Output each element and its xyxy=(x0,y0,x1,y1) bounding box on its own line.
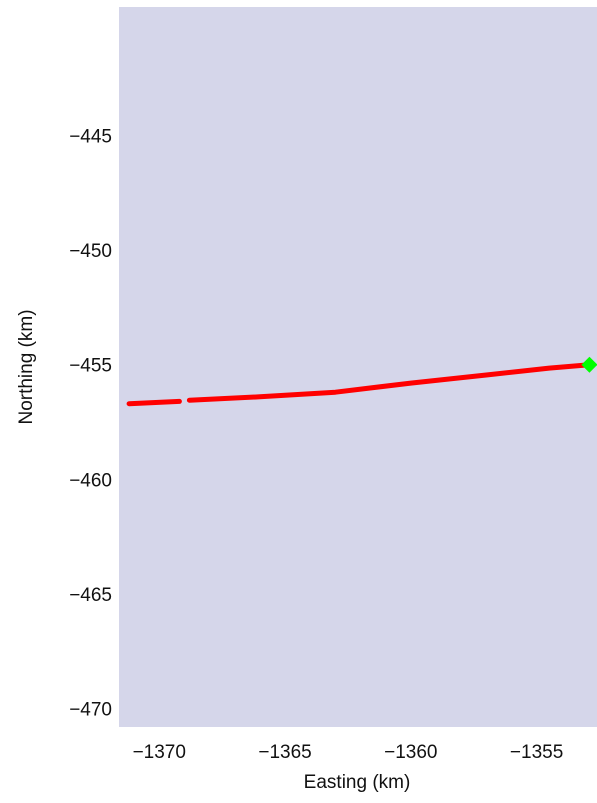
y-tick-label: −465 xyxy=(69,585,112,606)
y-axis-label: Northing (km) xyxy=(16,309,37,424)
endpoint-marker xyxy=(581,356,597,373)
y-axis-ticks: −445 −450 −455 −460 −465 −470 xyxy=(69,126,112,720)
y-tick-label: −455 xyxy=(69,356,112,377)
y-tick-label: −470 xyxy=(69,700,112,721)
x-axis-ticks: −1370 −1365 −1360 −1355 xyxy=(133,742,564,763)
map-image-background xyxy=(119,7,597,727)
y-tick-label: −460 xyxy=(69,470,112,491)
marker-layer xyxy=(581,356,597,373)
x-tick-label: −1355 xyxy=(510,742,563,763)
x-tick-label: −1365 xyxy=(258,742,311,763)
y-tick-label: −445 xyxy=(69,126,112,147)
x-axis-label: Easting (km) xyxy=(304,772,411,793)
track-segment xyxy=(126,398,182,407)
track-segment xyxy=(186,362,592,403)
y-tick-label: −450 xyxy=(69,241,112,262)
x-tick-label: −1370 xyxy=(133,742,186,763)
track-layer xyxy=(126,362,592,407)
x-tick-label: −1360 xyxy=(384,742,437,763)
